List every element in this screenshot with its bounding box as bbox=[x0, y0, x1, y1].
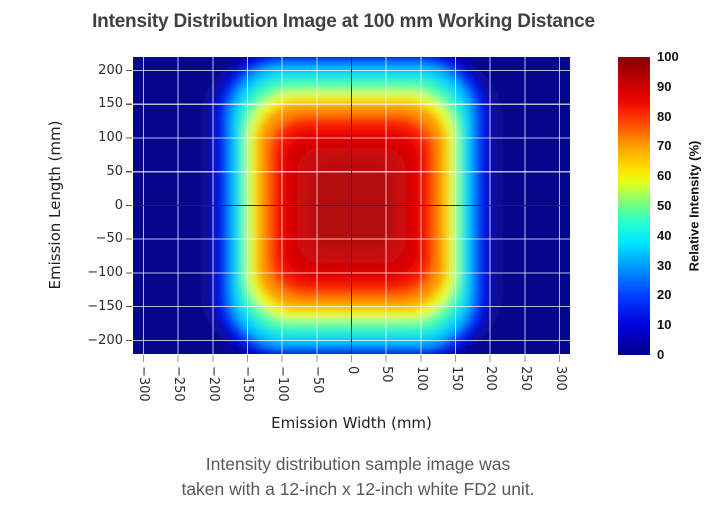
x-tick-label: −250 bbox=[171, 366, 186, 402]
x-tick-label: 150 bbox=[448, 366, 464, 391]
x-axis-tick-marks bbox=[133, 355, 570, 362]
caption-line-1: Intensity distribution sample image was bbox=[205, 454, 511, 474]
colorbar-tick-label: 90 bbox=[657, 78, 672, 94]
y-tick-label: 200 bbox=[98, 62, 123, 78]
colorbar-axis-label: Relative Intensity (%) bbox=[686, 140, 702, 272]
y-axis-tick-marks bbox=[126, 57, 132, 354]
x-tick-label: 200 bbox=[483, 366, 498, 391]
figure-caption: Intensity distribution sample image was … bbox=[0, 452, 716, 502]
colorbar-tick-label: 40 bbox=[657, 227, 672, 243]
colorbar-gradient bbox=[618, 57, 650, 355]
y-tick-label: 100 bbox=[98, 130, 123, 145]
x-tick-label: 300 bbox=[552, 366, 568, 391]
x-tick-label: −300 bbox=[136, 366, 151, 402]
x-tick-label: 50 bbox=[379, 366, 394, 383]
x-axis-label: Emission Width (mm) bbox=[271, 414, 432, 432]
y-tick-label: 50 bbox=[106, 163, 123, 179]
colorbar-tick-label: 10 bbox=[657, 317, 672, 333]
colorbar-tick-label: 50 bbox=[657, 198, 672, 213]
colorbar-tick-label: 70 bbox=[657, 138, 672, 154]
colorbar-tick-label: 20 bbox=[657, 287, 672, 303]
y-tick-label: −150 bbox=[87, 298, 123, 314]
colorbar-tick-label: 100 bbox=[657, 49, 679, 64]
colorbar-tick-label: 80 bbox=[657, 108, 672, 124]
x-tick-label: 100 bbox=[414, 366, 429, 391]
y-tick-label: −100 bbox=[87, 265, 123, 280]
x-tick-label: −100 bbox=[275, 366, 290, 402]
x-tick-label: 250 bbox=[518, 366, 533, 391]
colorbar-tick-label: 0 bbox=[657, 347, 665, 362]
x-tick-label: 0 bbox=[344, 366, 360, 375]
y-tick-label: 0 bbox=[114, 197, 123, 213]
crosshair-horizontal-line bbox=[133, 205, 570, 206]
chart-title: Intensity Distribution Image at 100 mm W… bbox=[92, 11, 595, 32]
x-tick-label: −200 bbox=[206, 366, 221, 402]
y-axis-label: Emission Length (mm) bbox=[46, 120, 64, 290]
x-tick-label: −150 bbox=[240, 366, 255, 402]
colorbar-tick-label: 30 bbox=[657, 257, 672, 273]
x-tick-label: −50 bbox=[310, 366, 325, 394]
caption-line-2: taken with a 12-inch x 12-inch white FD2… bbox=[181, 479, 535, 499]
y-tick-label: −50 bbox=[95, 231, 123, 247]
y-tick-label: −200 bbox=[87, 332, 123, 348]
y-tick-label: 150 bbox=[98, 96, 123, 112]
colorbar-tick-label: 60 bbox=[657, 168, 672, 184]
heatmap-plot bbox=[133, 57, 570, 354]
